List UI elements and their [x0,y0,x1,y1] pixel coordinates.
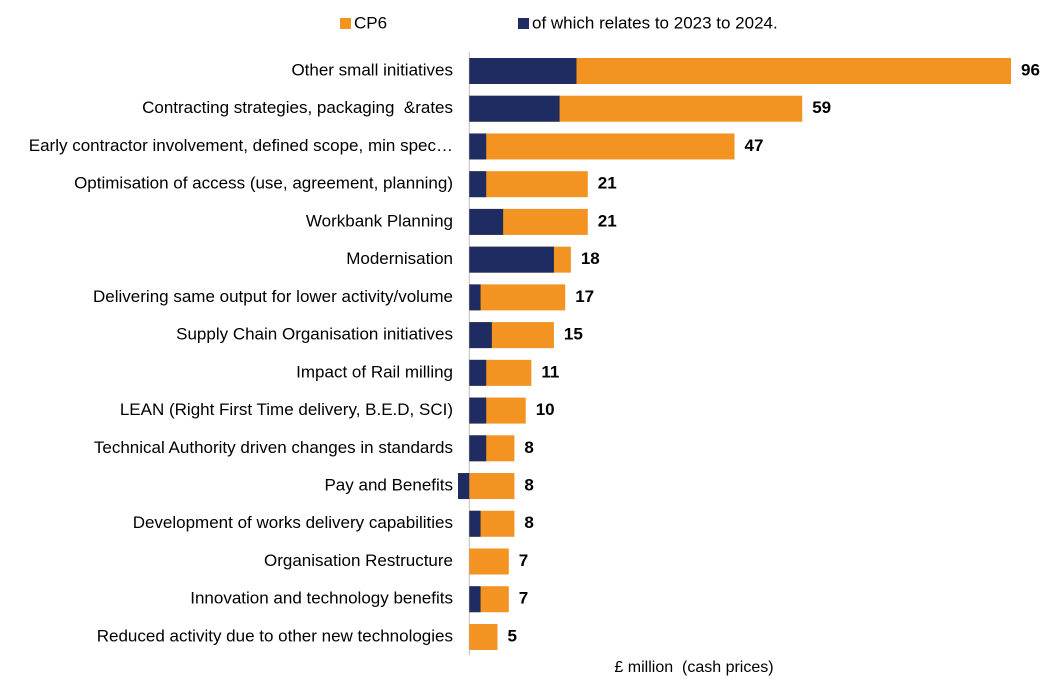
bar [469,133,735,160]
category-label: Modernisation [346,249,453,268]
value-label: 7 [519,551,528,570]
bar [469,322,492,349]
bar [469,586,481,613]
category-label: Development of works delivery capabiliti… [133,513,453,532]
legend-swatch [340,18,351,29]
bar [469,623,498,650]
bar [469,171,588,198]
bar [469,359,487,386]
value-label: 10 [536,400,555,419]
value-label: 17 [575,287,594,306]
category-label: Optimisation of access (use, agreement, … [74,174,453,193]
value-label: 7 [519,589,528,608]
value-label: 21 [598,174,617,193]
bar [469,246,554,273]
x-axis-label: £ million (cash prices) [614,659,773,676]
value-label: 8 [524,476,533,495]
bar [469,473,515,500]
value-label: 15 [564,325,583,344]
bar [469,171,487,198]
category-label: Reduced activity due to other new techno… [97,626,453,645]
value-label: 8 [524,438,533,457]
category-label: Contracting strategies, packaging &rates [142,98,453,117]
value-label: 21 [598,211,617,230]
bar [469,284,481,311]
bar [469,510,481,537]
bar [469,397,487,424]
bar [469,435,487,462]
value-label: 96 [1021,60,1040,79]
value-label: 59 [812,98,831,117]
bar [469,208,504,235]
category-label: Delivering same output for lower activit… [93,287,453,306]
value-label: 18 [581,249,600,268]
value-label: 11 [541,362,559,381]
category-label: Technical Authority driven changes in st… [94,438,453,457]
category-label: Innovation and technology benefits [190,589,453,608]
bar [469,133,487,160]
bar [469,548,509,575]
value-label: 47 [745,136,764,155]
bar [469,95,560,122]
bar [469,284,566,311]
bar [458,473,470,500]
category-label: Impact of Rail milling [296,362,453,381]
value-label: 5 [508,626,517,645]
legend-label: CP6 [354,13,387,32]
category-label: LEAN (Right First Time delivery, B.E.D, … [120,400,453,419]
category-label: Supply Chain Organisation initiatives [176,325,453,344]
category-label: Other small initiatives [291,60,453,79]
value-label: 8 [524,513,533,532]
category-label: Organisation Restructure [264,551,453,570]
category-label: Early contractor involvement, defined sc… [29,136,453,155]
legend-swatch [518,18,529,29]
category-label: Pay and Benefits [324,476,453,495]
bar [469,58,577,84]
legend-label: of which relates to 2023 to 2024. [532,13,778,32]
category-label: Workbank Planning [306,211,453,230]
